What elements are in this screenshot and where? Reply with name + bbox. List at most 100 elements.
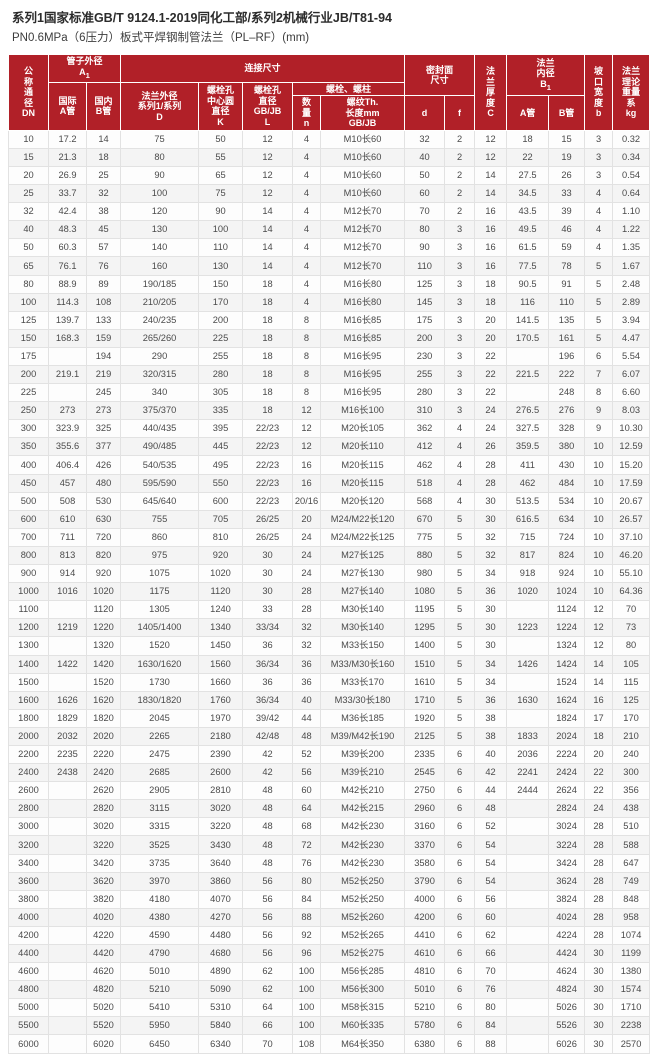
table-row: 2400 2438 2420 2685 2600 42 56 M39长210 2545 6 42 22… — [8, 763, 651, 783]
cell-K: 170 — [198, 292, 244, 312]
cell-K: 3640 — [198, 853, 244, 873]
cell-A1_intl — [48, 998, 87, 1018]
header-bcount-c2: 量 — [302, 107, 312, 118]
cell-f: 3 — [444, 220, 476, 240]
header-nominal-diameter: 公 称 通 径 DN — [8, 54, 49, 131]
cell-b: 28 — [584, 907, 614, 927]
cell-DN: 3200 — [8, 835, 49, 855]
cell-thread: M33长170 — [320, 672, 406, 692]
cell-DN: 400 — [8, 455, 49, 475]
cell-B1_A — [506, 383, 550, 403]
header-pi-l2: 际 — [67, 95, 77, 106]
cell-D: 340 — [120, 383, 200, 403]
cell-n: 108 — [292, 1034, 322, 1054]
cell-B1_A — [506, 346, 550, 367]
header-fid-l1: 法 — [536, 57, 546, 68]
cell-A1_dom: 1020 — [85, 582, 122, 602]
cell-d: 1400 — [404, 636, 446, 656]
cell-C: 20 — [474, 310, 508, 330]
cell-n: 8 — [292, 346, 322, 367]
cell-n: 12 — [292, 437, 322, 457]
cell-B1_A: 90.5 — [506, 274, 550, 294]
cell-b: 30 — [584, 1016, 614, 1036]
header-flange-od: 法兰外径 系列1/系列 D — [120, 81, 200, 131]
cell-f: 4 — [444, 455, 476, 475]
title-block: 系列1国家标准GB/T 9124.1-2019同化工部/系列2机械行业JB/T8… — [8, 0, 649, 48]
cell-B1_B: 4624 — [548, 962, 586, 982]
cell-C: 30 — [474, 491, 508, 511]
header-pi-l3: A — [59, 106, 67, 117]
cell-D: 130 — [120, 220, 200, 240]
cell-L: 36/34 — [242, 690, 294, 710]
cell-thread: M16长95 — [320, 365, 406, 385]
cell-b: 10 — [584, 437, 614, 457]
cell-A1_dom: 2220 — [85, 744, 122, 765]
cell-b: 12 — [584, 636, 614, 656]
cell-L: 48 — [242, 853, 294, 873]
cell-n: 4 — [292, 274, 322, 294]
cell-B1_B: 222 — [548, 365, 586, 385]
cell-kg: 70 — [612, 600, 651, 620]
cell-n: 12 — [292, 419, 322, 439]
cell-A1_dom: 720 — [85, 527, 122, 547]
cell-B1_A: 918 — [506, 564, 550, 584]
cell-C: 52 — [474, 817, 508, 837]
cell-DN: 450 — [8, 473, 49, 493]
table-row: 250 273 273 375/370 335 18 12 M16长100 310 3 24 276.… — [8, 401, 651, 421]
cell-DN: 100 — [8, 292, 49, 312]
cell-L: 70 — [242, 1034, 294, 1054]
cell-A1_intl — [48, 781, 87, 801]
cell-A1_dom: 1820 — [85, 708, 122, 728]
cell-B1_B: 3224 — [548, 835, 586, 855]
header-ft-c2: 兰 — [486, 76, 496, 87]
cell-A1_intl: 88.9 — [48, 274, 87, 294]
cell-K: 1120 — [198, 582, 244, 602]
cell-thread: M42长210 — [320, 781, 406, 801]
table-row: 1100 1120 1305 1240 33 28 M30长140 1195 5 30 1124 12… — [8, 600, 651, 620]
cell-f: 5 — [444, 708, 476, 728]
cell-b: 7 — [584, 365, 614, 385]
cell-b: 12 — [584, 600, 614, 620]
header-pipe-intl: 国际 A管 — [48, 81, 87, 131]
cell-kg: 0.32 — [612, 129, 651, 149]
header-bw-c4: 度 — [594, 97, 604, 108]
cell-b: 10 — [584, 473, 614, 493]
cell-B1_B: 4824 — [548, 980, 586, 1000]
table-row: 1500 1520 1730 1660 36 36 M33长170 1610 5 34 1524 14… — [8, 672, 651, 692]
header-bevel-width: 坡 口 宽 度 b — [584, 54, 614, 131]
cell-d: 670 — [404, 509, 446, 529]
cell-B1_A: 22 — [506, 147, 550, 167]
cell-f: 6 — [444, 744, 476, 765]
header-nd-c4: 径 — [23, 97, 33, 108]
cell-K: 305 — [198, 383, 244, 403]
header-pi-l1: 国 — [58, 95, 68, 106]
cell-kg: 1710 — [612, 998, 651, 1018]
table-row: 900 914 920 1075 1020 30 24 M27长130 980 5 34 918 924… — [8, 564, 651, 584]
cell-K: 1970 — [198, 708, 244, 728]
cell-DN: 1400 — [8, 654, 49, 674]
cell-B1_A — [506, 925, 550, 946]
header-th-l1: 螺纹Th. — [346, 97, 379, 108]
cell-K: 150 — [198, 274, 244, 294]
cell-kg: 2238 — [612, 1016, 651, 1036]
header-bc-l8: 径 — [220, 106, 230, 117]
header-pi-l4: 管 — [66, 106, 76, 117]
cell-B1_B: 2824 — [548, 799, 586, 819]
cell-L: 56 — [242, 871, 294, 891]
cell-DN: 5000 — [8, 998, 49, 1018]
cell-b: 10 — [584, 455, 614, 475]
cell-f: 5 — [444, 545, 476, 566]
cell-kg: 749 — [612, 871, 651, 891]
cell-DN: 2800 — [8, 799, 49, 819]
cell-f: 3 — [444, 328, 476, 348]
table-row: 4400 4420 4790 4680 56 96 M52长275 4610 6 66 4424 30… — [8, 944, 651, 964]
table-row: 700 711 720 860 810 26/25 24 M24/M22长125 775 5 32 7… — [8, 527, 651, 547]
table-row: 5500 5520 5950 5840 66 100 M60长335 5780 6 84 5526 3… — [8, 1016, 651, 1036]
cell-b: 30 — [584, 944, 614, 964]
table-row: 600 610 630 755 705 26/25 20 M24/M22长120 670 5 30 6… — [8, 509, 651, 529]
cell-d: 145 — [404, 292, 446, 312]
header-bh-l2: 栓 — [263, 85, 273, 96]
cell-b: 18 — [584, 726, 614, 746]
table-row: 1600 1626 1620 1830/1820 1760 36/34 40 M33/30长1… — [8, 690, 651, 710]
cell-L: 18 — [242, 310, 294, 330]
